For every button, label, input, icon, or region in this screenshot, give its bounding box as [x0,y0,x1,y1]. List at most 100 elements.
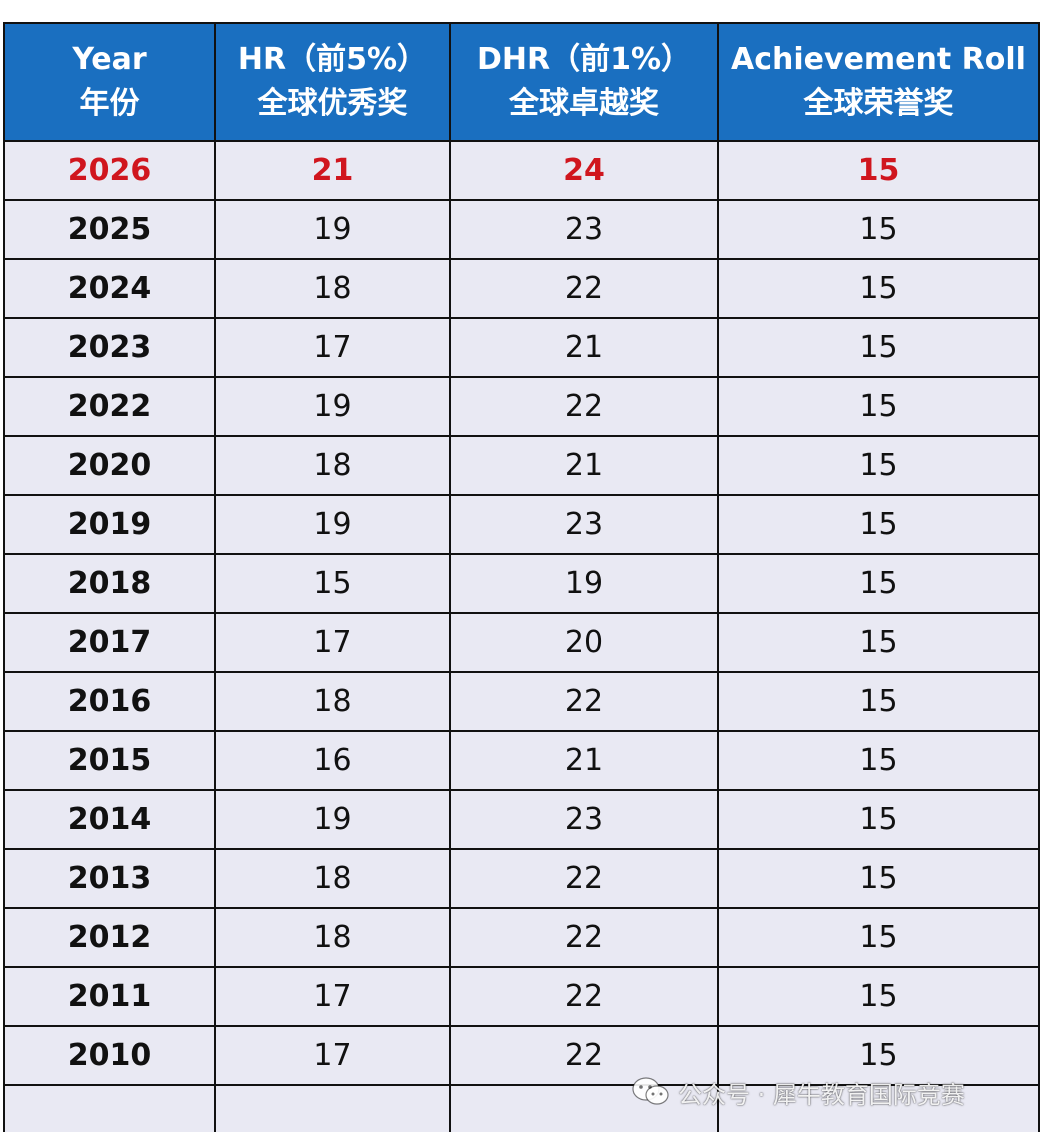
hr-cell: 19 [214,494,451,555]
achievement-roll-cell [717,1084,1040,1132]
table-row: 2017 17 20 15 [3,612,1040,673]
table-header-row: Year 年份 HR（前5%） 全球优秀奖 DHR（前1%） 全球卓越奖 Ach… [3,22,1040,142]
achievement-roll-cell: 15 [717,848,1040,909]
dhr-cell: 22 [449,1025,719,1086]
hr-cell: 17 [214,612,451,673]
header-year: Year 年份 [3,22,216,142]
table-row: 2011 17 22 15 [3,966,1040,1027]
achievement-roll-cell: 15 [717,317,1040,378]
year-cell: 2023 [3,317,216,378]
hr-cell: 21 [214,140,451,201]
watermark-text: 公众号 · 犀牛教育国际竞赛 [678,1080,965,1109]
header-hr: HR（前5%） 全球优秀奖 [214,22,451,142]
header-hr-zh: 全球优秀奖 [257,86,408,121]
year-cell: 2012 [3,907,216,968]
hr-cell: 18 [214,671,451,732]
year-cell: 2019 [3,494,216,555]
year-cell: 2024 [3,258,216,319]
achievement-roll-cell: 15 [717,612,1040,673]
header-hr-en: HR（前5%） [237,42,428,77]
header-dhr: DHR（前1%） 全球卓越奖 [449,22,719,142]
table-row: 2019 19 23 15 [3,494,1040,555]
hr-cell: 18 [214,907,451,968]
table-row: 2025 19 23 15 [3,199,1040,260]
dhr-cell: 21 [449,317,719,378]
dhr-cell: 22 [449,907,719,968]
achievement-roll-cell: 15 [717,199,1040,260]
year-cell: 2011 [3,966,216,1027]
header-ar-en: Achievement Roll [731,42,1026,77]
achievement-roll-cell: 15 [717,140,1040,201]
hr-cell: 19 [214,376,451,437]
year-cell [3,1084,216,1132]
year-cell: 2026 [3,140,216,201]
year-cell: 2017 [3,612,216,673]
table-row: 2018 15 19 15 [3,553,1040,614]
hr-cell: 18 [214,848,451,909]
year-cell: 2018 [3,553,216,614]
hr-cell: 18 [214,258,451,319]
table-row: 2026 21 24 15 [3,140,1040,201]
achievement-roll-cell: 15 [717,553,1040,614]
header-achievement-roll: Achievement Roll 全球荣誉奖 [717,22,1040,142]
hr-cell [214,1084,451,1132]
achievement-roll-cell: 15 [717,435,1040,496]
score-table: Year 年份 HR（前5%） 全球优秀奖 DHR（前1%） 全球卓越奖 Ach… [3,22,1040,1132]
hr-cell: 19 [214,789,451,850]
watermark: 公众号 · 犀牛教育国际竞赛 [632,1072,965,1112]
header-year-zh: 年份 [79,86,140,121]
achievement-roll-cell: 15 [717,730,1040,791]
dhr-cell: 23 [449,199,719,260]
table-row: 2020 18 21 15 [3,435,1040,496]
dhr-cell: 21 [449,730,719,791]
header-year-en: Year [72,42,147,77]
table-row: 2016 18 22 15 [3,671,1040,732]
table-row: 2015 16 21 15 [3,730,1040,791]
hr-cell: 17 [214,1025,451,1086]
achievement-roll-cell: 15 [717,494,1040,555]
achievement-roll-cell: 15 [717,1025,1040,1086]
hr-cell: 15 [214,553,451,614]
year-cell: 2010 [3,1025,216,1086]
achievement-roll-cell: 15 [717,376,1040,437]
dhr-cell: 22 [449,848,719,909]
table-row-partial [3,1084,1040,1132]
dhr-cell: 22 [449,671,719,732]
achievement-roll-cell: 15 [717,671,1040,732]
dhr-cell: 21 [449,435,719,496]
table-row: 2012 18 22 15 [3,907,1040,968]
wechat-icon [632,1076,670,1108]
dhr-cell: 22 [449,966,719,1027]
dhr-cell: 19 [449,553,719,614]
header-ar-zh: 全球荣誉奖 [803,86,954,121]
header-dhr-zh: 全球卓越奖 [509,86,659,121]
year-cell: 2013 [3,848,216,909]
header-dhr-en: DHR（前1%） [476,42,692,77]
hr-cell: 17 [214,317,451,378]
hr-cell: 18 [214,435,451,496]
year-cell: 2015 [3,730,216,791]
achievement-roll-cell: 15 [717,258,1040,319]
hr-cell: 17 [214,966,451,1027]
achievement-roll-cell: 15 [717,907,1040,968]
dhr-cell: 22 [449,376,719,437]
year-cell: 2014 [3,789,216,850]
hr-cell: 19 [214,199,451,260]
dhr-cell: 22 [449,258,719,319]
dhr-cell: 23 [449,789,719,850]
dhr-cell: 24 [449,140,719,201]
dhr-cell: 23 [449,494,719,555]
table-row: 2024 18 22 15 [3,258,1040,319]
year-cell: 2022 [3,376,216,437]
table-row: 2022 19 22 15 [3,376,1040,437]
year-cell: 2016 [3,671,216,732]
table-row: 2023 17 21 15 [3,317,1040,378]
table-row: 2013 18 22 15 [3,848,1040,909]
dhr-cell [449,1084,719,1132]
achievement-roll-cell: 15 [717,789,1040,850]
year-cell: 2025 [3,199,216,260]
table-row: 2010 17 22 15 [3,1025,1040,1086]
dhr-cell: 20 [449,612,719,673]
year-cell: 2020 [3,435,216,496]
